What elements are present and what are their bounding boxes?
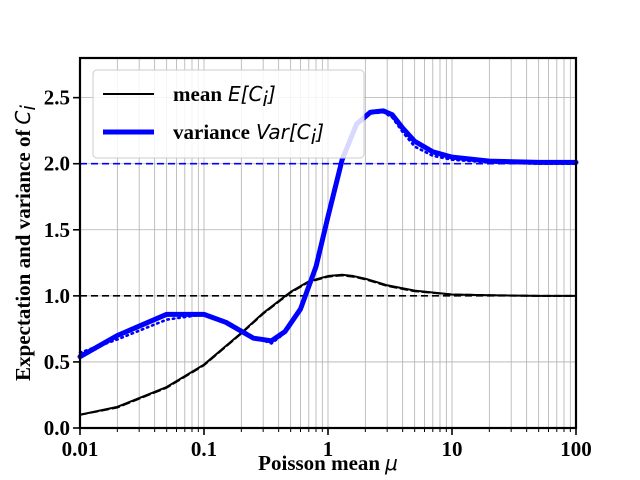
y-axis-label: Expectation and variance of Ci — [11, 105, 40, 381]
y-tick-label: 0.0 — [44, 416, 70, 440]
series-line-variance — [77, 108, 579, 360]
x-axis-label-symbol: μ — [384, 451, 398, 475]
y-axis-label-symbol: C — [11, 111, 35, 125]
legend-entry-mean: mean E[Ci] — [173, 82, 276, 111]
axis-ticks — [73, 96, 577, 435]
series-layer — [77, 108, 579, 416]
x-tick-label: 1 — [323, 437, 334, 461]
tick-labels: 0.01 0.1 1 10 100 0.0 0.5 1.0 1.5 2.0 2.5 — [44, 86, 592, 461]
y-tick-label: 2.5 — [44, 86, 70, 110]
legend-entry-variance: variance Var[Ci] — [173, 120, 324, 149]
x-axis-label: Poisson mean μ — [258, 451, 398, 475]
x-tick-label: 10 — [442, 437, 463, 461]
grid-minor-lines — [116, 58, 571, 428]
legend: mean E[Ci] variance Var[Ci] — [92, 69, 365, 159]
series-line-mean-theory — [79, 274, 577, 416]
legend-box — [92, 69, 365, 159]
legend-close-mean: ] — [267, 82, 276, 106]
legend-label-variance: variance — [173, 120, 250, 144]
legend-close-variance: ] — [315, 120, 324, 144]
legend-sub-mean: i — [262, 87, 268, 111]
legend-label-mean: mean — [173, 82, 222, 106]
legend-sub-variance: i — [311, 125, 317, 149]
y-axis-label-subscript: i — [16, 105, 40, 111]
series-line-variance-theory — [78, 110, 578, 354]
legend-math-mean: E[C — [228, 82, 262, 106]
x-tick-label: 100 — [560, 437, 592, 461]
x-axis-label-text: Poisson mean — [258, 451, 380, 475]
legend-math-variance: Var[C — [256, 120, 311, 144]
y-tick-label: 2.0 — [44, 152, 70, 176]
y-axis-label-text: Expectation and variance of — [11, 129, 35, 381]
y-tick-label: 0.5 — [44, 350, 70, 374]
x-tick-label: 0.01 — [62, 437, 99, 461]
y-tick-label: 1.0 — [44, 284, 70, 308]
x-tick-label: 0.1 — [191, 437, 217, 461]
y-tick-label: 1.5 — [44, 218, 70, 242]
